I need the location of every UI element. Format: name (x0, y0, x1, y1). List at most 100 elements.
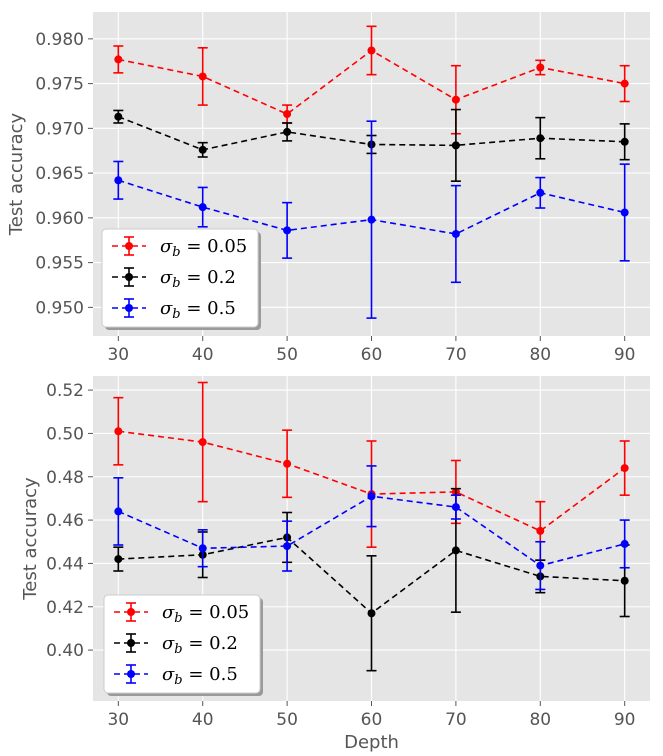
x-tick-label: 40 (192, 710, 214, 730)
y-tick-label: 0.970 (35, 119, 84, 139)
legend-label-value: = 0.5 (181, 298, 236, 319)
data-point (114, 427, 123, 436)
data-point (198, 438, 207, 447)
y-tick-label: 0.950 (35, 298, 84, 318)
y-tick-label: 0.40 (46, 641, 84, 661)
data-point (283, 110, 292, 119)
data-point (536, 526, 545, 535)
legend-box (103, 594, 261, 694)
legend-label: σb = 0.2 (160, 267, 236, 291)
legend-item-2: σb = 0.5 (112, 298, 236, 322)
legend-marker (127, 608, 135, 616)
legend: σb = 0.05 σb = 0.2 σb = 0.5 (101, 228, 261, 330)
legend-marker (125, 242, 133, 250)
x-tick-label: 90 (614, 345, 636, 365)
x-tick-label: 60 (361, 710, 383, 730)
x-tick-label: 70 (445, 710, 467, 730)
data-point (114, 55, 123, 64)
legend-label: σb = 0.5 (160, 298, 236, 322)
data-point (536, 134, 545, 143)
data-point (367, 46, 376, 55)
data-point (451, 141, 460, 150)
data-point (620, 539, 629, 548)
x-tick-label: 80 (529, 710, 551, 730)
x-tick-label: 30 (107, 345, 129, 365)
legend-item-2: σb = 0.5 (114, 664, 238, 688)
data-point (536, 188, 545, 197)
data-point (620, 464, 629, 473)
legend-label-value: = 0.2 (181, 267, 236, 288)
legend-label-value: = 0.5 (183, 664, 238, 685)
top-chart: 0.950 0.955 0.960 0.965 0.970 0.975 0.980 30 40 5… (6, 12, 650, 365)
legend-item-0: σb = 0.05 (114, 602, 249, 626)
legend-label: σb = 0.05 (162, 602, 249, 626)
data-point (367, 609, 376, 618)
legend-label-value: = 0.05 (183, 602, 250, 623)
legend-marker (127, 639, 135, 647)
data-point (114, 555, 123, 564)
legend-marker (125, 273, 133, 281)
legend-marker (125, 304, 133, 312)
series-0 (113, 25, 630, 135)
y-tick-label: 0.52 (46, 381, 84, 401)
legend-label-value: = 0.2 (183, 633, 238, 654)
y-tick-label: 0.42 (46, 598, 84, 618)
data-point (367, 492, 376, 501)
legend-label: σb = 0.05 (160, 236, 247, 260)
x-tick-label: 90 (614, 710, 636, 730)
legend-label-subscript: b (174, 673, 182, 688)
data-point (198, 544, 207, 553)
x-axis-label: Depth (344, 732, 399, 753)
data-point (114, 507, 123, 516)
series-2 (113, 465, 630, 591)
x-tick-label: 70 (445, 345, 467, 365)
legend-label-symbol: σ (162, 664, 175, 685)
data-point (198, 145, 207, 154)
legend-label-symbol: σ (160, 298, 173, 319)
y-tick-label: 0.44 (46, 554, 84, 574)
data-point (620, 576, 629, 585)
x-tick-label: 40 (192, 345, 214, 365)
x-tick-label: 80 (529, 345, 551, 365)
legend-label-symbol: σ (162, 633, 175, 654)
legend-label-symbol: σ (162, 602, 175, 623)
data-point (620, 137, 629, 146)
data-point (536, 63, 545, 72)
data-point (451, 95, 460, 104)
y-tick-label: 0.50 (46, 424, 84, 444)
data-point (620, 208, 629, 217)
x-tick-label: 50 (276, 345, 298, 365)
legend-box (101, 228, 259, 328)
y-tick-label: 0.46 (46, 511, 84, 531)
y-tick-label: 0.980 (35, 30, 84, 50)
data-point (198, 203, 207, 212)
data-point (451, 546, 460, 555)
x-tick-label: 60 (361, 345, 383, 365)
data-point (283, 542, 292, 551)
legend-label-subscript: b (174, 642, 182, 657)
data-point (451, 229, 460, 238)
y-axis-label: Test accuracy (6, 112, 27, 236)
y-axis-label: Test accuracy (20, 477, 41, 601)
legend-item-1: σb = 0.2 (112, 267, 236, 291)
legend-label-subscript: b (174, 611, 182, 626)
data-point (536, 561, 545, 570)
legend-item-1: σb = 0.2 (114, 633, 238, 657)
data-point (620, 79, 629, 88)
data-point (283, 459, 292, 468)
y-tick-label: 0.48 (46, 468, 84, 488)
data-point (114, 176, 123, 185)
legend-label-value: = 0.05 (181, 236, 248, 257)
legend-label-subscript: b (172, 307, 180, 322)
data-point (283, 226, 292, 235)
legend-marker (127, 670, 135, 678)
y-tick-label: 0.975 (35, 75, 84, 95)
x-tick-label: 30 (107, 710, 129, 730)
data-point (451, 503, 460, 512)
legend-label: σb = 0.2 (162, 633, 238, 657)
legend-item-0: σb = 0.05 (112, 236, 247, 260)
legend-label: σb = 0.5 (162, 664, 238, 688)
data-point (198, 72, 207, 81)
